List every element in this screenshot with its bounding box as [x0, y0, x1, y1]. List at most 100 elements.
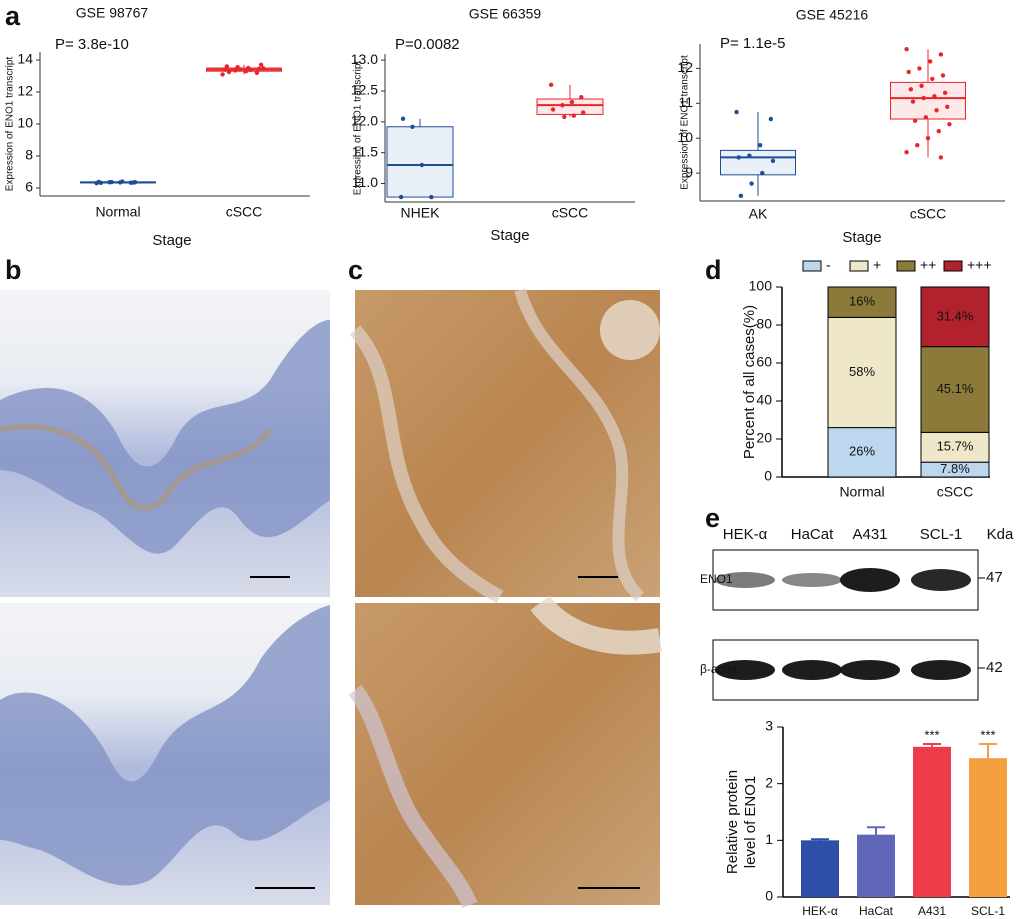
x-tick-label: Normal [839, 484, 884, 500]
y-tick-label: 11.0 [352, 174, 378, 190]
data-point [945, 104, 950, 110]
data-point [768, 116, 774, 122]
x-tick-label: SCL-1 [971, 904, 1005, 918]
panel-label: c [348, 255, 363, 285]
blot-band [782, 573, 842, 587]
data-point [226, 69, 232, 75]
x-axis-label: Stage [842, 229, 881, 246]
bar-segment [920, 286, 990, 348]
x-tick-label: AK [749, 206, 768, 222]
panel-label: a [5, 1, 21, 31]
y-tick-label: 11.5 [352, 143, 378, 159]
data-point [254, 70, 260, 76]
legend-swatch [943, 260, 963, 272]
data-point [934, 108, 939, 113]
y-axis-label: Expression of ENO1 transcript [5, 57, 16, 192]
y-tick-label: 0 [765, 888, 773, 904]
y-tick-label: 12 [677, 59, 693, 75]
p-value: P= 1.1e-5 [720, 35, 785, 52]
data-point [548, 82, 554, 88]
box [386, 126, 454, 198]
blot-band [782, 660, 842, 680]
data-label: 45.1% [937, 381, 974, 396]
y-tick-label: 40 [756, 392, 772, 408]
data-point [921, 95, 926, 101]
data-point [942, 90, 948, 96]
y-tick-label: 10 [17, 115, 33, 131]
y-tick-label: 6 [25, 179, 33, 195]
bar [801, 840, 839, 897]
data-point [419, 162, 425, 168]
panel-label: e [705, 503, 720, 533]
y-tick-label: 14 [17, 51, 33, 67]
legend-label: - [826, 257, 831, 273]
x-tick-label: A431 [918, 904, 946, 918]
size-label: 42 [986, 659, 1003, 676]
panel-label: d [705, 255, 722, 285]
data-label: 58% [849, 364, 875, 379]
data-point [109, 179, 114, 185]
data-point [220, 72, 225, 77]
y-axis-label: Relative protein [724, 770, 741, 874]
legend-label: + [873, 257, 881, 273]
bar-segment [827, 316, 897, 429]
data-point [237, 67, 242, 72]
data-point [915, 142, 920, 148]
y-axis-label: level of ENO1 [742, 776, 759, 869]
y-tick-label: 12 [17, 83, 33, 99]
data-point [947, 122, 952, 127]
y-tick-label: 13.0 [351, 51, 378, 67]
data-point [908, 87, 914, 92]
data-point [917, 66, 922, 71]
data-point [562, 114, 567, 120]
y-tick-label: 80 [756, 316, 772, 332]
x-tick-label: NHEK [401, 205, 441, 221]
data-point [410, 124, 415, 129]
x-tick-label: cSCC [552, 205, 589, 221]
legend-swatch [802, 260, 822, 272]
data-point [940, 73, 946, 78]
data-point [770, 158, 776, 164]
data-point [560, 102, 565, 108]
data-point [925, 136, 931, 141]
data-point [912, 118, 918, 123]
data-point [932, 94, 937, 99]
x-tick-label: cSCC [226, 204, 263, 220]
data-point [919, 83, 924, 89]
data-point [734, 109, 739, 115]
size-label: 47 [986, 569, 1003, 586]
chart-title: GSE 98767 [76, 5, 149, 21]
box [720, 149, 796, 176]
p-value: P=0.0082 [395, 36, 460, 53]
data-point [569, 99, 575, 105]
data-point [261, 66, 266, 71]
legend-swatch [849, 260, 869, 272]
y-tick-label: 20 [756, 430, 772, 446]
x-tick-label: HaCat [859, 904, 894, 918]
data-point [224, 64, 230, 69]
blot-band [840, 660, 900, 680]
x-tick-label: cSCC [910, 206, 947, 222]
data-point [256, 66, 262, 72]
blot-band [840, 568, 900, 592]
lane-label: A431 [852, 526, 887, 543]
data-point [749, 181, 754, 186]
y-tick-label: 0 [764, 468, 772, 484]
data-point [910, 99, 916, 104]
data-point [936, 129, 941, 134]
significance: *** [924, 727, 939, 742]
data-point [923, 115, 929, 120]
legend-label: ++ [920, 257, 936, 273]
blot-band [715, 572, 775, 588]
chart-title: GSE 66359 [469, 6, 542, 22]
y-tick-label: 12.0 [351, 113, 378, 129]
data-point [120, 179, 125, 184]
data-point [579, 94, 584, 100]
data-point [927, 59, 933, 64]
lane-label: HaCat [791, 526, 834, 543]
y-axis-label: Expression of ENO1 transcript [353, 61, 364, 196]
data-point [550, 107, 556, 112]
data-point [904, 47, 909, 52]
data-label: 31.4% [937, 308, 974, 323]
